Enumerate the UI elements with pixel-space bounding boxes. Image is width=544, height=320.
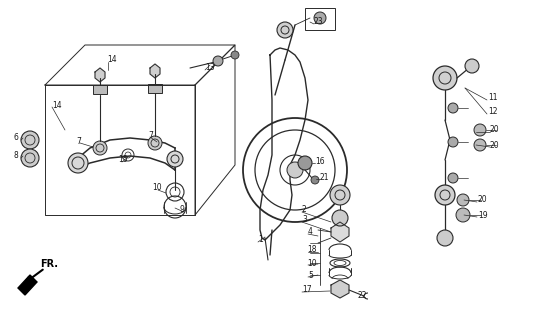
Bar [93, 85, 107, 94]
Polygon shape [18, 275, 37, 295]
Text: 6: 6 [14, 133, 19, 142]
Circle shape [330, 185, 350, 205]
Circle shape [167, 151, 183, 167]
Text: 20: 20 [478, 196, 487, 204]
Circle shape [433, 66, 457, 90]
Circle shape [68, 153, 88, 173]
Circle shape [298, 156, 312, 170]
Bar [305, 8, 335, 30]
Circle shape [93, 141, 107, 155]
Circle shape [287, 162, 303, 178]
Text: 2: 2 [302, 205, 307, 214]
Text: 13: 13 [205, 63, 215, 73]
Circle shape [474, 124, 486, 136]
Text: 8: 8 [14, 151, 18, 161]
Bar [148, 84, 162, 93]
Text: 20: 20 [490, 125, 499, 134]
Circle shape [474, 139, 486, 151]
Text: 20: 20 [490, 140, 499, 149]
Circle shape [457, 194, 469, 206]
Text: 23: 23 [314, 18, 324, 27]
Circle shape [456, 208, 470, 222]
Circle shape [314, 12, 326, 24]
Text: 10: 10 [307, 259, 317, 268]
Text: 7: 7 [148, 131, 153, 140]
Text: 14: 14 [52, 100, 61, 109]
Text: 11: 11 [488, 93, 498, 102]
Polygon shape [331, 222, 349, 242]
Text: 1: 1 [258, 236, 263, 244]
Text: FR.: FR. [40, 259, 58, 269]
Text: 9: 9 [180, 205, 185, 214]
Text: 4: 4 [308, 228, 313, 236]
Text: 22: 22 [358, 292, 368, 300]
Text: 14: 14 [107, 54, 116, 63]
Polygon shape [95, 68, 105, 82]
Text: 21: 21 [320, 173, 330, 182]
Circle shape [21, 149, 39, 167]
Circle shape [448, 173, 458, 183]
Circle shape [148, 136, 162, 150]
Text: 3: 3 [302, 215, 307, 225]
Circle shape [465, 59, 479, 73]
Text: 19: 19 [478, 211, 487, 220]
Text: 5: 5 [308, 270, 313, 279]
Text: 7: 7 [76, 138, 81, 147]
Circle shape [21, 131, 39, 149]
Polygon shape [331, 280, 349, 298]
Text: 18: 18 [307, 245, 317, 254]
Circle shape [437, 230, 453, 246]
Polygon shape [150, 64, 160, 78]
Text: 12: 12 [488, 108, 498, 116]
Circle shape [435, 185, 455, 205]
Circle shape [311, 176, 319, 184]
Circle shape [332, 210, 348, 226]
Text: 10: 10 [152, 183, 162, 193]
Circle shape [448, 103, 458, 113]
Circle shape [277, 22, 293, 38]
Text: 15: 15 [118, 156, 128, 164]
Circle shape [448, 137, 458, 147]
Circle shape [213, 56, 223, 66]
Text: 16: 16 [315, 157, 325, 166]
Circle shape [231, 51, 239, 59]
Text: 17: 17 [302, 285, 312, 294]
